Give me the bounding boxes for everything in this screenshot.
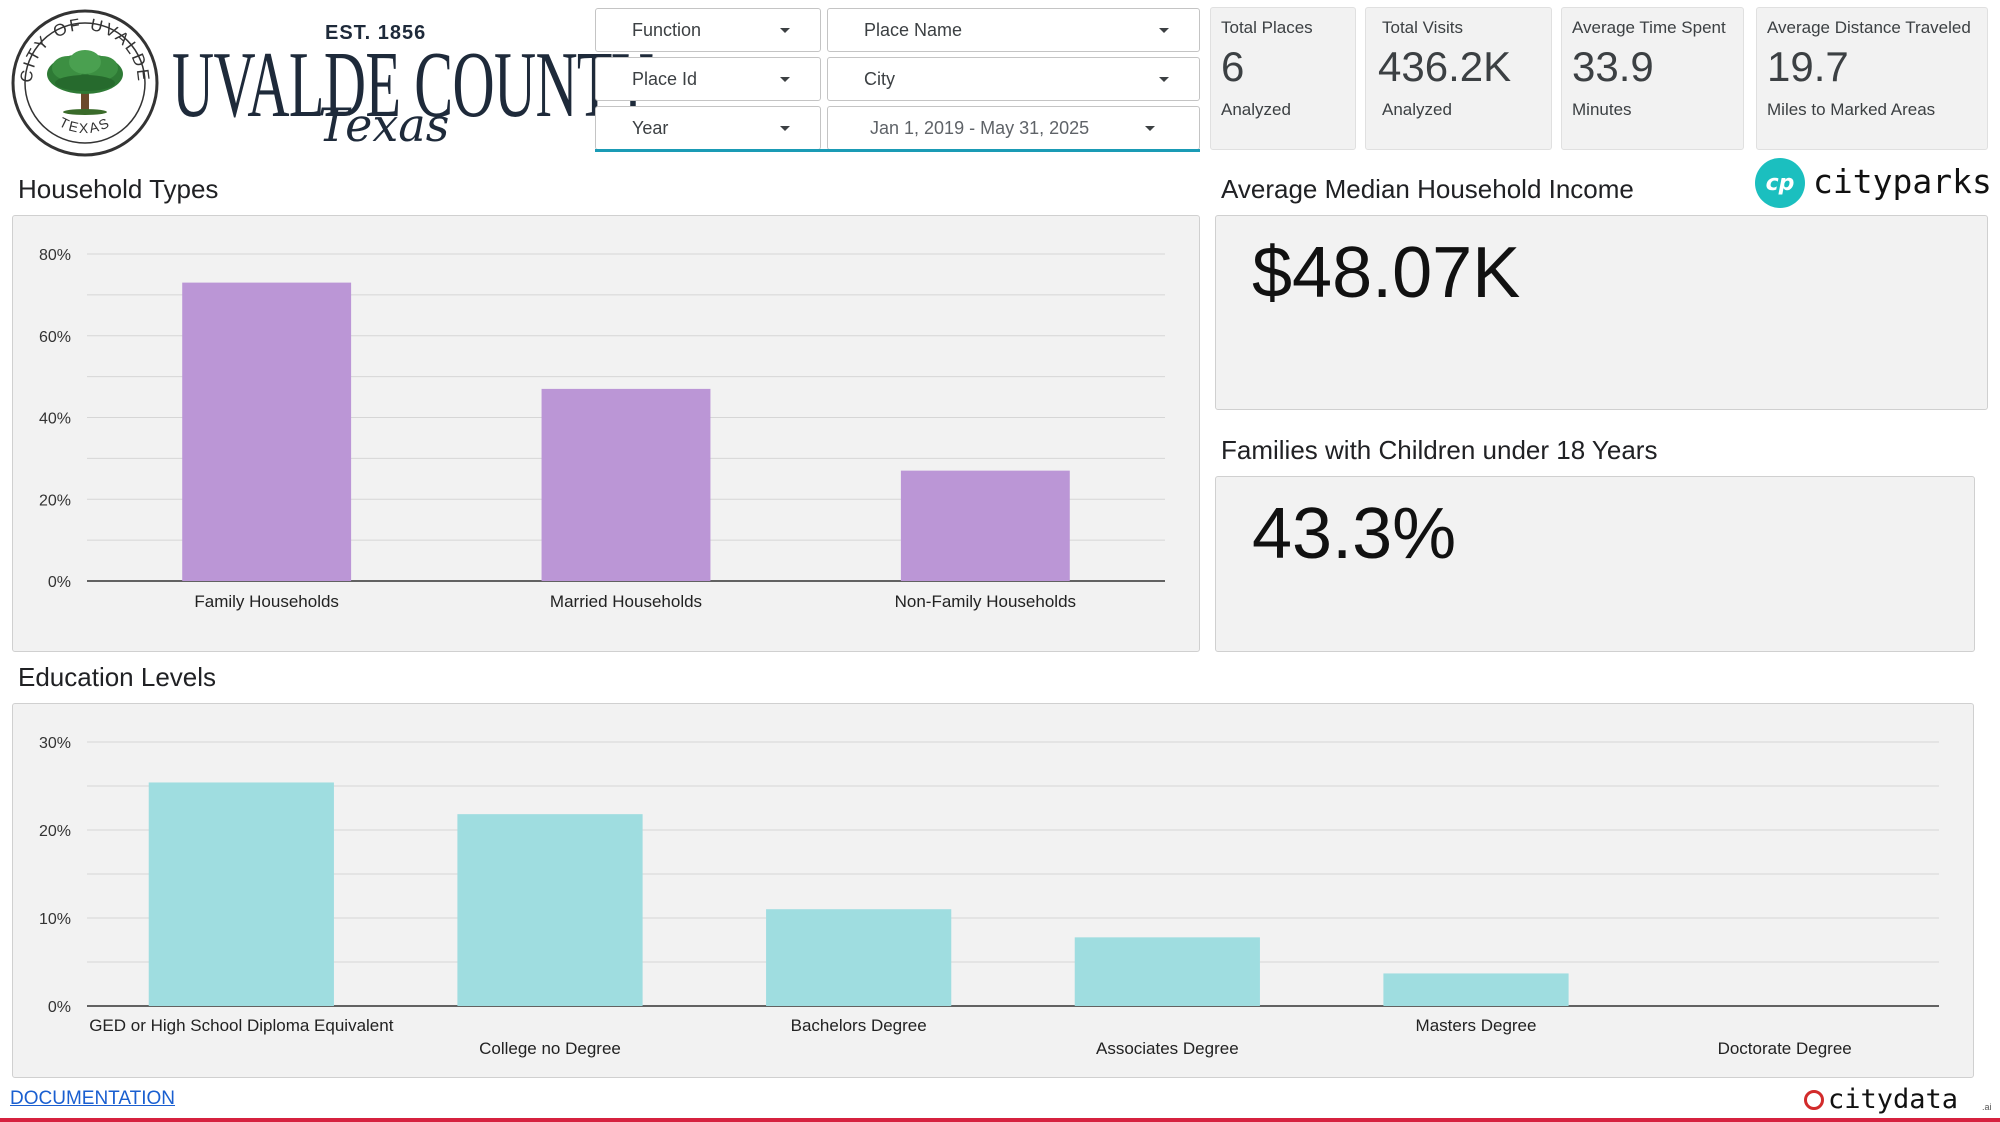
- citydata-suffix: .ai: [1982, 1102, 1992, 1112]
- y-tick-label: 0%: [48, 574, 71, 591]
- citydata-logo: citydata .ai: [1804, 1084, 1994, 1116]
- families-children-title: Families with Children under 18 Years: [1221, 435, 1658, 465]
- cityparks-mark-icon: cp: [1755, 158, 1805, 208]
- filter-underline: [595, 149, 1200, 152]
- education-levels-chart: 0% 10% 20% 30% GED or High School Diploma Eq…: [39, 735, 1939, 1058]
- bar[interactable]: [457, 814, 643, 1006]
- chevron-down-icon: [1145, 126, 1155, 131]
- kpi-subtitle: Miles to Marked Areas: [1767, 100, 1936, 119]
- established-label: EST. 1856: [325, 22, 427, 44]
- household-types-chart: 0% 20% 40% 60% 80% Family Households Married H…: [39, 247, 1165, 611]
- kpi-title: Total Visits: [1382, 18, 1463, 37]
- kpi-average-distance-traveled: Average Distance Traveled 19.7 Miles to …: [1756, 7, 1988, 150]
- x-category-label: Masters Degree: [1416, 1016, 1537, 1035]
- city-dropdown[interactable]: City: [827, 57, 1200, 101]
- y-tick-label: 30%: [39, 735, 71, 752]
- kpi-total-visits: Total Visits 436.2K Analyzed: [1365, 7, 1552, 150]
- citydata-mark-icon: [1804, 1090, 1824, 1110]
- kpi-title: Average Distance Traveled: [1767, 18, 1971, 37]
- kpi-subtitle: Analyzed: [1382, 100, 1452, 119]
- x-category-label: Bachelors Degree: [791, 1016, 927, 1035]
- place-name-dropdown[interactable]: Place Name: [827, 8, 1200, 52]
- chevron-down-icon: [780, 77, 790, 82]
- kpi-title: Total Places: [1221, 18, 1313, 37]
- kpi-subtitle: Analyzed: [1221, 100, 1291, 119]
- city-dropdown-label: City: [864, 68, 895, 89]
- y-tick-label: 80%: [39, 247, 71, 264]
- place-id-dropdown[interactable]: Place Id: [595, 57, 821, 101]
- svg-text:TEXAS: TEXAS: [57, 114, 113, 136]
- bar[interactable]: [766, 909, 952, 1006]
- bar[interactable]: [541, 388, 711, 581]
- bar[interactable]: [148, 782, 334, 1006]
- cityparks-wordmark: cityparks: [1813, 162, 1992, 201]
- footer-rule: [0, 1118, 2000, 1122]
- year-dropdown[interactable]: Year: [595, 106, 821, 150]
- x-category-label: GED or High School Diploma Equivalent: [89, 1016, 394, 1035]
- median-income-panel: $48.07K: [1215, 215, 1988, 410]
- kpi-value: 33.9: [1572, 43, 1654, 90]
- x-category-label: College no Degree: [479, 1039, 621, 1058]
- y-tick-label: 40%: [39, 411, 71, 428]
- chevron-down-icon: [1159, 28, 1169, 33]
- education-levels-panel: 0% 10% 20% 30% GED or High School Diploma Eq…: [12, 703, 1974, 1078]
- kpi-total-places: Total Places 6 Analyzed: [1210, 7, 1356, 150]
- x-category-label: Married Households: [550, 592, 702, 611]
- household-types-title: Household Types: [18, 174, 219, 204]
- year-dropdown-label: Year: [632, 117, 669, 138]
- bar[interactable]: [1383, 973, 1569, 1006]
- kpi-subtitle: Minutes: [1572, 100, 1632, 119]
- y-tick-label: 20%: [39, 492, 71, 509]
- function-dropdown-label: Function: [632, 19, 702, 40]
- x-category-label: Non-Family Households: [895, 592, 1076, 611]
- education-levels-title: Education Levels: [18, 662, 217, 692]
- x-category-label: Family Households: [194, 592, 339, 611]
- household-types-panel: 0% 20% 40% 60% 80% Family Households Married H…: [12, 215, 1200, 652]
- families-children-value: 43.3%: [1252, 494, 1457, 574]
- y-tick-label: 10%: [39, 911, 71, 928]
- y-tick-label: 60%: [39, 329, 71, 346]
- place-id-dropdown-label: Place Id: [632, 68, 698, 89]
- families-children-panel: 43.3%: [1215, 476, 1975, 652]
- function-dropdown[interactable]: Function: [595, 8, 821, 52]
- kpi-average-time-spent: Average Time Spent 33.9 Minutes: [1561, 7, 1744, 150]
- x-category-label: Doctorate Degree: [1718, 1039, 1852, 1058]
- cityparks-logo: cp cityparks: [1755, 158, 1992, 210]
- bar[interactable]: [1074, 937, 1260, 1006]
- kpi-value: 436.2K: [1378, 43, 1512, 90]
- state-script: Texas: [318, 98, 450, 152]
- date-range-picker[interactable]: Jan 1, 2019 - May 31, 2025: [827, 106, 1200, 150]
- median-income-title: Average Median Household Income: [1221, 174, 1634, 204]
- y-tick-label: 0%: [48, 999, 71, 1016]
- date-range-label: Jan 1, 2019 - May 31, 2025: [870, 117, 1090, 138]
- chevron-down-icon: [1159, 77, 1169, 82]
- documentation-link[interactable]: DOCUMENTATION: [10, 1088, 176, 1109]
- county-wordmark: UVALDE COUNTY: [172, 33, 654, 137]
- x-category-label: Associates Degree: [1096, 1039, 1239, 1058]
- kpi-value: 19.7: [1767, 43, 1849, 90]
- bar[interactable]: [182, 282, 352, 581]
- citydata-wordmark: citydata: [1828, 1084, 1959, 1115]
- seal-bottom-text: TEXAS: [57, 114, 111, 136]
- y-tick-label: 20%: [39, 823, 71, 840]
- city-seal-logo: CITY OF UVALDE TEXAS: [11, 9, 159, 157]
- place-name-dropdown-label: Place Name: [864, 19, 963, 40]
- bar[interactable]: [900, 470, 1070, 581]
- chevron-down-icon: [780, 28, 790, 33]
- kpi-value: 6: [1221, 43, 1245, 90]
- oak-tree-icon: [47, 50, 123, 115]
- chevron-down-icon: [780, 126, 790, 131]
- kpi-title: Average Time Spent: [1572, 18, 1726, 37]
- filter-bar: Function Place Name Place Id City Year J…: [595, 8, 1200, 153]
- median-income-value: $48.07K: [1252, 233, 1521, 313]
